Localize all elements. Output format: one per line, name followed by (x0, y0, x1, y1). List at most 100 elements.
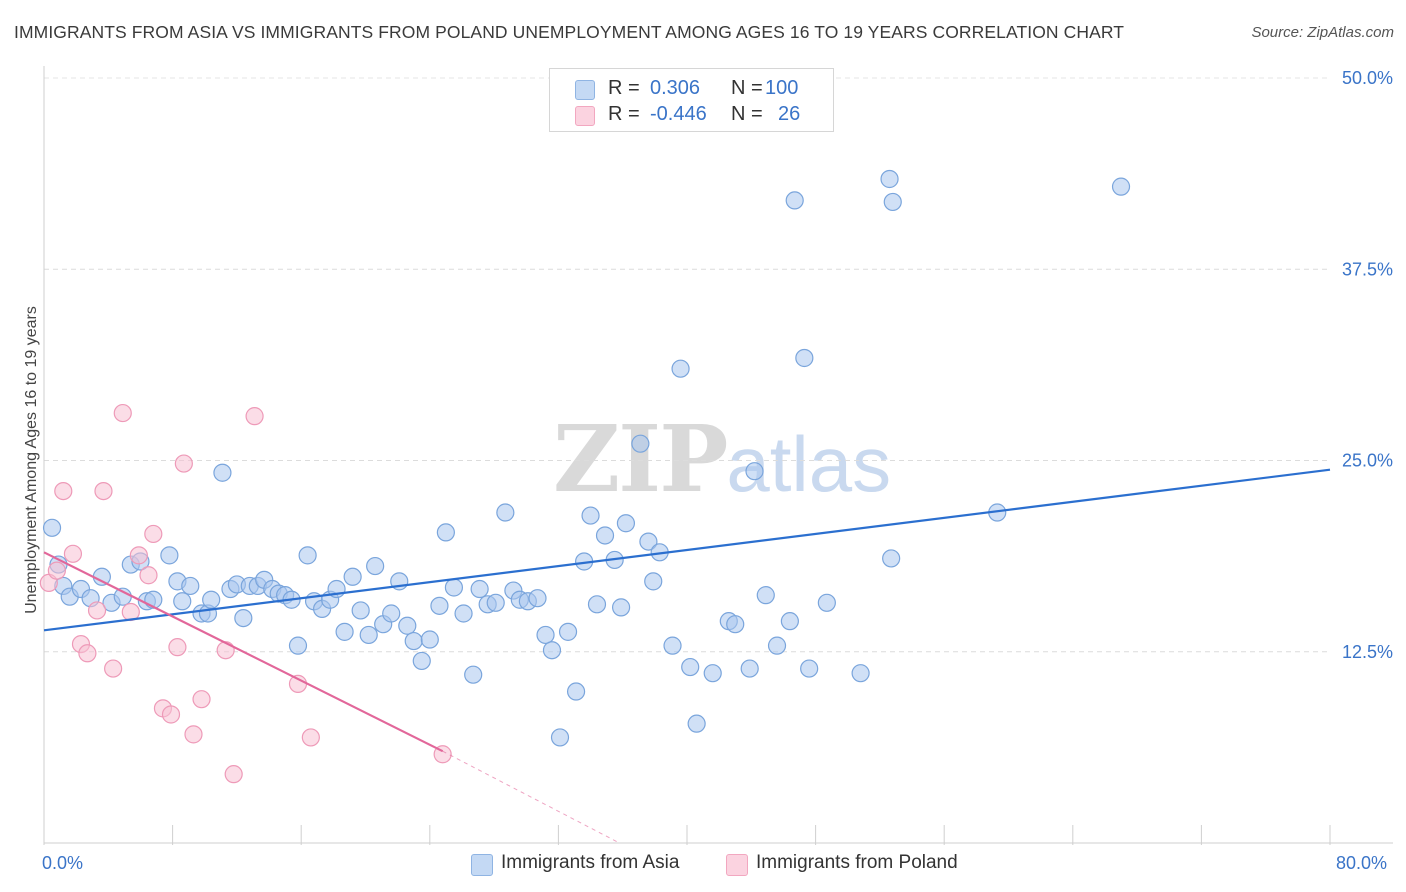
asia-point (528, 589, 547, 608)
poland-point (216, 641, 235, 660)
poland-point (94, 482, 113, 501)
asia-point (745, 462, 764, 481)
asia-point (726, 615, 745, 634)
asia-point (42, 518, 62, 537)
asia-point (616, 514, 636, 533)
bottom-legend-label-poland: Immigrants from Poland (756, 852, 958, 873)
legend-r-label: R = (608, 103, 640, 125)
poland-point (87, 601, 107, 620)
asia-point (663, 636, 682, 655)
asia-point (1111, 177, 1131, 196)
legend-row-asia: R = 0.306 N = 100 (550, 75, 833, 101)
asia-point (851, 664, 870, 683)
asia-point (436, 523, 455, 542)
poland-point (104, 659, 123, 678)
x-tick-label-min: 0.0% (42, 853, 84, 873)
asia-point (631, 434, 650, 453)
legend-n-value-asia: 100 (765, 77, 799, 99)
asia-trendline (43, 468, 1331, 632)
asia-point (444, 578, 464, 597)
asia-point (800, 659, 819, 678)
poland-point (224, 765, 243, 784)
poland-point (63, 544, 83, 563)
watermark: ZIPatlas (553, 405, 891, 513)
poland-trendline-extension (442, 750, 620, 844)
poland-point (139, 566, 158, 585)
asia-point (785, 191, 804, 210)
asia-point (883, 192, 902, 212)
asia-point (687, 714, 706, 733)
legend-swatch-poland (575, 106, 595, 126)
poland-point (174, 454, 193, 473)
asia-point (581, 506, 600, 525)
asia-point (398, 616, 417, 635)
source-note: Source: ZipAtlas.com (1251, 24, 1394, 41)
asia-point (420, 630, 439, 649)
asia-point (880, 169, 899, 189)
asia-point (382, 604, 401, 623)
asia-point (351, 601, 370, 620)
asia-point (496, 503, 515, 522)
asia-point (160, 546, 179, 565)
x-tick-label-max: 80.0% (1336, 853, 1388, 873)
legend-r-label: R = (608, 77, 640, 99)
asia-point (202, 590, 221, 609)
asia-point (587, 595, 607, 614)
poland-trendline (43, 551, 444, 753)
asia-point (366, 556, 385, 576)
asia-point (595, 526, 615, 545)
poland-point (78, 644, 97, 663)
asia-point (542, 641, 562, 660)
poland-point (47, 561, 66, 580)
asia-point (486, 593, 505, 612)
poland-point (168, 638, 187, 657)
asia-point (639, 532, 658, 551)
asia-point (343, 567, 362, 586)
y-tick-label: 25.0% (1342, 451, 1393, 471)
poland-point (301, 728, 320, 747)
correlation-legend: R = 0.306 N = 100 R = -0.446 N = 26 (549, 68, 834, 132)
asia-point (795, 348, 814, 368)
y-axis-label: Unemployment Among Ages 16 to 19 years (16, 270, 48, 650)
poland-point (245, 407, 264, 426)
asia-point (644, 572, 663, 591)
y-axis-label-text: Unemployment Among Ages 16 to 19 years (23, 306, 41, 614)
asia-point (288, 636, 308, 655)
asia-point (882, 549, 901, 568)
asia-point (566, 682, 586, 701)
asia-point (740, 659, 759, 678)
asia-point (181, 576, 200, 596)
y-tick-label: 50.0% (1342, 68, 1393, 88)
asia-point (464, 665, 483, 684)
poland-point (113, 403, 132, 423)
asia-point (681, 657, 700, 677)
asia-point (470, 579, 489, 599)
asia-point (671, 359, 690, 378)
chart-title: IMMIGRANTS FROM ASIA VS IMMIGRANTS FROM … (14, 22, 1125, 42)
asia-point (611, 598, 631, 617)
legend-r-value-poland: -0.446 (650, 103, 707, 125)
bottom-legend-swatch-poland (726, 854, 748, 876)
y-tick-label: 37.5% (1342, 259, 1393, 279)
asia-point (558, 622, 578, 641)
asia-point (454, 604, 473, 623)
legend-n-label: N = (731, 77, 763, 99)
poland-point (129, 546, 148, 565)
asia-point (703, 664, 722, 683)
legend-swatch-asia (575, 80, 595, 100)
legend-row-poland: R = -0.446 N = 26 (550, 101, 833, 127)
poland-point (184, 725, 203, 744)
asia-point (404, 631, 423, 651)
asia-point (92, 567, 111, 586)
legend-n-value-poland: 26 (778, 103, 801, 125)
poland-point (161, 705, 181, 724)
asia-point (234, 608, 253, 628)
asia-point (412, 651, 431, 671)
asia-point (298, 546, 317, 565)
watermark-zip: ZIP (553, 405, 728, 513)
asia-point (536, 625, 555, 645)
asia-point (335, 622, 354, 641)
poland-point (192, 690, 211, 709)
asia-point (359, 625, 378, 645)
